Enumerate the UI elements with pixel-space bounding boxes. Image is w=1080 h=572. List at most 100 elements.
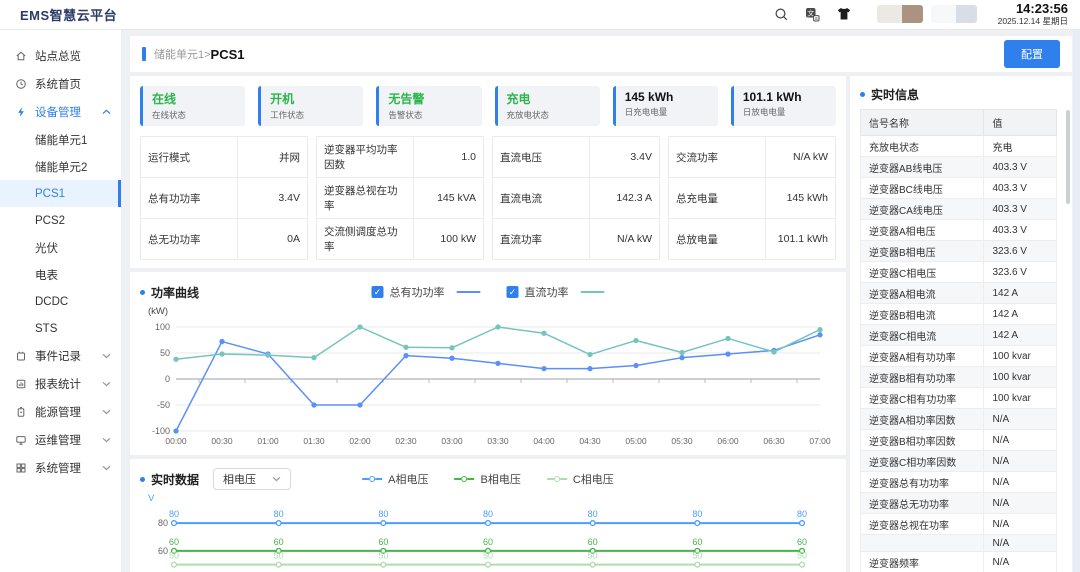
svg-text:0: 0 (165, 374, 170, 384)
info-value: 0A (237, 219, 307, 260)
sidebar-item-label: 系统管理 (35, 460, 81, 476)
checkbox-checked-icon[interactable] (372, 286, 384, 298)
power-curve-title: 功率曲线 (151, 284, 199, 301)
svg-text:60: 60 (378, 537, 388, 547)
table-row: 逆变器A相电压403.3 V (861, 220, 1057, 241)
sidebar-item-PCS2[interactable]: PCS2 (0, 207, 121, 234)
y-axis-unit: (kW) (148, 306, 836, 318)
realtime-data-title: 实时数据 (151, 471, 199, 488)
clock-date: 2025.12.14 星期日 (998, 17, 1068, 27)
info-grid: 运行模式并网总有功功率3.4V总无功功率0A逆变器平均功率因数1.0逆变器总视在… (140, 136, 836, 260)
status-label: 充放电状态 (507, 109, 591, 121)
table-row: 逆变器B相有功功率100 kvar (861, 367, 1057, 388)
sidebar-item-电表[interactable]: 电表 (0, 261, 121, 288)
search-icon[interactable] (774, 6, 790, 22)
sidebar-item-site-overview[interactable]: 站点总览 (0, 42, 121, 70)
svg-text:50: 50 (169, 551, 179, 561)
signal-value: N/A (984, 409, 1057, 430)
theme-swatch-light[interactable] (931, 5, 977, 23)
sidebar-item-event-log[interactable]: 事件记录 (0, 342, 121, 370)
lightning-icon (15, 106, 27, 118)
title-dot (140, 290, 145, 295)
signal-name: 逆变器总无功功率 (861, 493, 984, 514)
sidebar-item-system-home[interactable]: 系统首页 (0, 70, 121, 98)
sidebar-item-report-stats[interactable]: 报表统计 (0, 370, 121, 398)
sidebar-item-STS[interactable]: STS (0, 315, 121, 342)
theme-shirt-icon[interactable] (836, 6, 852, 22)
signal-value: 323.6 V (984, 241, 1057, 262)
y-axis-unit: V (148, 493, 836, 505)
svg-text:50: 50 (160, 348, 170, 358)
status-value: 开机 (270, 90, 354, 107)
breadcrumb-bar: 储能单元1> PCS1 配置 (130, 36, 1072, 72)
svg-text:60: 60 (588, 537, 598, 547)
table-scrollbar[interactable] (1066, 110, 1070, 204)
legend-total-active-power[interactable]: 总有功功率 (372, 284, 481, 300)
info-label: 直流电流 (493, 178, 590, 219)
realtime-table-body: 充放电状态充电逆变器AB线电压403.3 V逆变器BC线电压403.3 V逆变器… (861, 136, 1057, 572)
sidebar-item-label: 报表统计 (35, 376, 81, 392)
config-button[interactable]: 配置 (1004, 40, 1060, 68)
breadcrumb-parent[interactable]: 储能单元1> (154, 46, 211, 62)
phase-voltage-select[interactable]: 相电压 (213, 468, 291, 490)
sidebar-item-system-management[interactable]: 系统管理 (0, 454, 121, 482)
table-row: 逆变器C相有功功率100 kvar (861, 388, 1057, 409)
signal-name: 逆变器B相电压 (861, 241, 984, 262)
info-table-group: 逆变器平均功率因数1.0逆变器总视在功率145 kVA交流侧调度总功率100 k… (316, 136, 484, 260)
language-icon[interactable]: 文a (805, 6, 821, 22)
status-value: 145 kWh (625, 90, 709, 104)
sidebar-item-DCDC[interactable]: DCDC (0, 288, 121, 315)
legend-phase-b[interactable]: B相电压 (455, 471, 521, 487)
report-icon (15, 378, 27, 390)
svg-text:00:30: 00:30 (211, 436, 233, 446)
svg-text:50: 50 (588, 551, 598, 561)
signal-value: N/A (984, 472, 1057, 493)
svg-text:50: 50 (797, 551, 807, 561)
sidebar-item-energy-management[interactable]: 能源管理 (0, 398, 121, 426)
svg-text:60: 60 (692, 537, 702, 547)
svg-text:80: 80 (274, 509, 284, 519)
table-row: 逆变器总有功功率N/A (861, 472, 1057, 493)
svg-text:文: 文 (807, 8, 814, 17)
signal-name: 逆变器CA线电压 (861, 199, 984, 220)
sidebar: 站点总览 系统首页 设备管理 储能单元1储能单元2PCS1PCS2光伏电表DCD… (0, 30, 122, 572)
signal-name: 逆变器频率 (861, 552, 984, 572)
column-header-value: 值 (984, 110, 1057, 136)
svg-text:03:30: 03:30 (487, 436, 509, 446)
signal-value: N/A (984, 430, 1057, 451)
signal-name: 逆变器C相有功功率 (861, 388, 984, 409)
status-label: 日放电电量 (743, 106, 827, 118)
svg-text:100: 100 (155, 322, 170, 332)
info-value: 3.4V (237, 178, 307, 219)
sidebar-item-label: 系统首页 (35, 76, 81, 92)
sidebar-item-device-management[interactable]: 设备管理 (0, 98, 121, 126)
realtime-data-panel: 实时数据 相电压 A相电压 B相电压 (130, 459, 846, 572)
table-row: 逆变器C相电流142 A (861, 325, 1057, 346)
legend-dc-power[interactable]: 直流功率 (507, 284, 605, 300)
page-scrollbar[interactable] (1073, 30, 1080, 572)
table-row: 逆变器频率N/A (861, 552, 1057, 572)
sidebar-item-ops-management[interactable]: 运维管理 (0, 426, 121, 454)
theme-swatch-tan[interactable] (877, 5, 923, 23)
svg-text:02:30: 02:30 (395, 436, 417, 446)
info-row: 交流侧调度总功率100 kW (317, 219, 484, 260)
line-circle-marker (455, 476, 475, 482)
legend-phase-a[interactable]: A相电压 (362, 471, 428, 487)
signal-name: 逆变器B相有功功率 (861, 367, 984, 388)
legend-phase-c[interactable]: C相电压 (547, 471, 614, 487)
signal-value: 142 A (984, 283, 1057, 304)
sidebar-item-储能单元1[interactable]: 储能单元1 (0, 126, 121, 153)
event-record-icon (15, 350, 27, 362)
realtime-chart-legend: A相电压 B相电压 C相电压 (362, 471, 614, 487)
breadcrumb-current: PCS1 (211, 47, 245, 62)
info-value: N/A kW (589, 219, 659, 260)
sidebar-item-光伏[interactable]: 光伏 (0, 234, 121, 261)
sidebar-item-PCS1[interactable]: PCS1 (0, 180, 121, 207)
signal-value: N/A (984, 493, 1057, 514)
signal-name: 逆变器A相电压 (861, 220, 984, 241)
status-panel: 在线 在线状态 开机 工作状态 无告警 告警状态 充电 充放电状态 (130, 76, 846, 268)
signal-value: 323.6 V (984, 262, 1057, 283)
sidebar-item-储能单元2[interactable]: 储能单元2 (0, 153, 121, 180)
checkbox-checked-icon[interactable] (507, 286, 519, 298)
title-dot (860, 92, 865, 97)
